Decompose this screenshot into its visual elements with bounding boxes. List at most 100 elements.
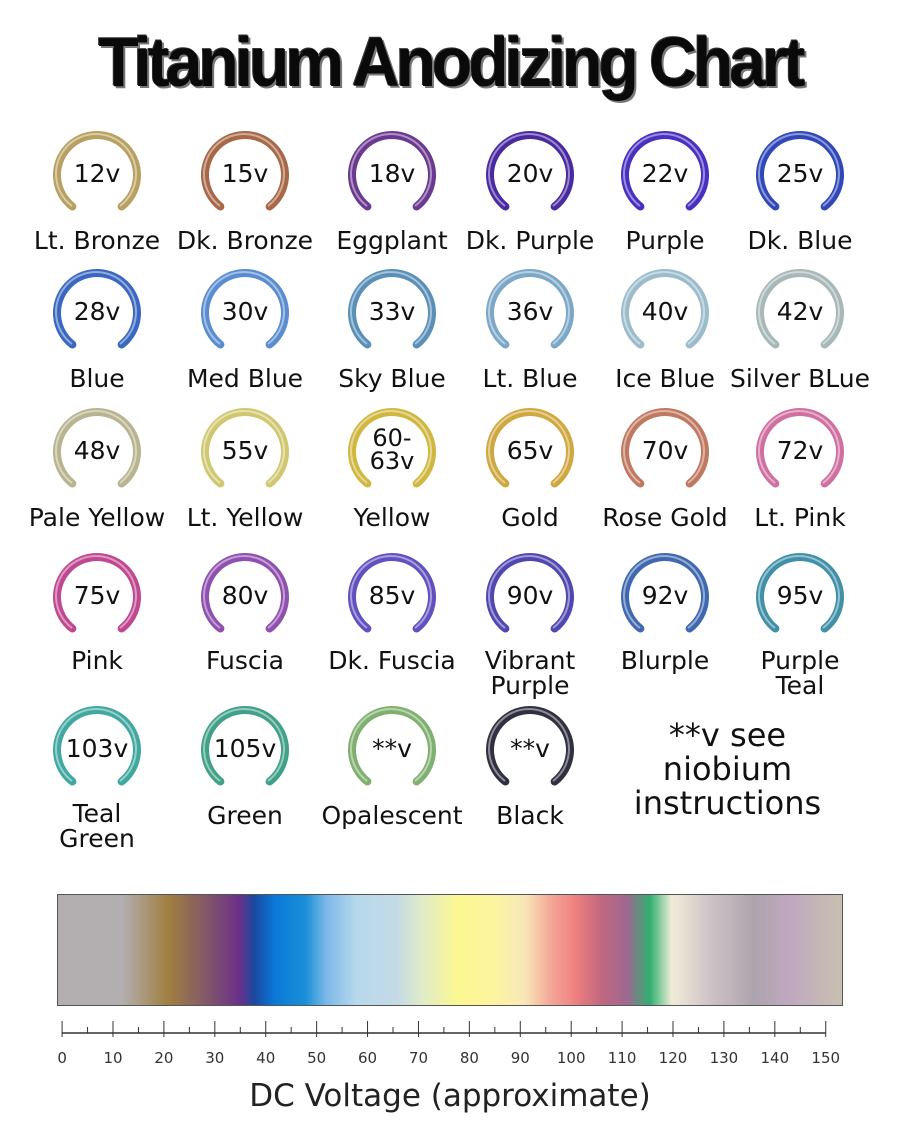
color-name: Sky Blue	[338, 364, 446, 393]
ring-icon	[621, 131, 709, 211]
color-name: Dk. Purple	[465, 226, 595, 255]
voltage-label: 20v	[506, 159, 554, 188]
color-name: Dk. Bronze	[176, 226, 314, 255]
ring-icon	[53, 553, 141, 633]
ring-icon	[348, 706, 436, 786]
ring-icon	[486, 706, 574, 786]
color-name: Purple	[625, 226, 705, 255]
voltage-label: 92v	[641, 581, 689, 610]
voltage-label: 103v	[65, 734, 129, 763]
tick-label: 70	[409, 1049, 428, 1067]
tick-label: 140	[760, 1049, 789, 1067]
color-name: Rose Gold	[602, 503, 728, 532]
voltage-label: 30v	[221, 297, 269, 326]
niobium-note: **v see niobium instructions	[633, 716, 822, 822]
color-name: Dk. Fuscia	[328, 646, 456, 675]
color-name: Silver BLue	[729, 364, 871, 393]
voltage-label: 18v	[368, 159, 416, 188]
color-name: Teal Green	[59, 799, 135, 853]
voltage-label: 65v	[506, 436, 554, 465]
ring-icon	[756, 131, 844, 211]
tick-label: 110	[608, 1049, 637, 1067]
tick-label: 60	[358, 1049, 377, 1067]
ring-icon	[348, 131, 436, 211]
color-name: Blue	[69, 364, 125, 393]
color-name: Black	[496, 801, 564, 830]
voltage-label: 42v	[776, 297, 824, 326]
voltage-label: 48v	[73, 436, 121, 465]
tick-label: 30	[205, 1049, 224, 1067]
voltage-label: 70v	[641, 436, 689, 465]
tick-label: 10	[103, 1049, 122, 1067]
voltage-label: 90v	[506, 581, 554, 610]
ring-icon	[756, 269, 844, 349]
voltage-label: 33v	[368, 297, 416, 326]
ring-icon	[201, 131, 289, 211]
color-name: Lt. Yellow	[186, 503, 304, 532]
tick-label: 40	[256, 1049, 275, 1067]
ring-icon	[756, 553, 844, 633]
ring-icon	[486, 553, 574, 633]
ring-icon	[53, 706, 141, 786]
color-name: Dk. Blue	[747, 226, 853, 255]
tick-label: 0	[57, 1049, 67, 1067]
color-name: Eggplant	[336, 226, 448, 255]
voltage-label: 12v	[73, 159, 121, 188]
voltage-label: 80v	[221, 581, 269, 610]
ring-icon	[486, 408, 574, 488]
voltage-label: 60- 63v	[369, 424, 415, 475]
ring-icon	[348, 269, 436, 349]
ring-icon	[53, 131, 141, 211]
tick-label: 50	[307, 1049, 326, 1067]
voltage-label: 28v	[73, 297, 121, 326]
color-name: Purple Teal	[760, 646, 840, 700]
ring-icon	[201, 269, 289, 349]
color-name: Gold	[501, 503, 559, 532]
tick-label: 100	[557, 1049, 586, 1067]
color-name: Opalescent	[321, 801, 463, 830]
color-name: Yellow	[353, 503, 431, 532]
ring-icon	[53, 408, 141, 488]
color-name: Ice Blue	[615, 364, 715, 393]
chart-title: Titanium Anodizing Chart	[98, 23, 805, 101]
voltage-label: **v	[510, 734, 550, 763]
voltage-label: 36v	[506, 297, 554, 326]
ring-icon	[486, 269, 574, 349]
ring-icon	[201, 553, 289, 633]
ring-icon	[348, 553, 436, 633]
voltage-axis: 0 10 20 30 40 50 60 70 80 90 100 110 120 130 140 150	[57, 1021, 840, 1067]
color-name: Lt. Bronze	[33, 226, 161, 255]
voltage-label: 22v	[641, 159, 689, 188]
tick-label: 20	[154, 1049, 173, 1067]
voltage-label: 105v	[213, 734, 277, 763]
voltage-label: 95v	[776, 581, 824, 610]
voltage-label: 72v	[776, 436, 824, 465]
color-name: Med Blue	[186, 364, 304, 393]
voltage-label: 85v	[368, 581, 416, 610]
tick-label: 80	[460, 1049, 479, 1067]
tick-label: 120	[659, 1049, 688, 1067]
voltage-label: 15v	[221, 159, 269, 188]
ring-icon	[201, 706, 289, 786]
ring-icon	[486, 131, 574, 211]
ring-icon	[348, 408, 436, 488]
tick-label: 130	[710, 1049, 739, 1067]
voltage-label: 25v	[776, 159, 824, 188]
voltage-label: 40v	[641, 297, 689, 326]
ring-icon	[621, 269, 709, 349]
voltage-label: **v	[372, 734, 412, 763]
color-name: Lt. Pink	[754, 503, 846, 532]
color-name: Vibrant Purple	[484, 646, 576, 700]
color-name: Lt. Blue	[482, 364, 578, 393]
ring-icon	[621, 408, 709, 488]
color-name: Fuscia	[206, 646, 284, 675]
axis-label: DC Voltage (approximate)	[249, 1078, 651, 1114]
tick-label: 150	[811, 1049, 840, 1067]
ring-icon	[621, 553, 709, 633]
color-spectrum-bar	[57, 894, 843, 1006]
tick-label: 90	[511, 1049, 530, 1067]
color-name: Pink	[71, 646, 123, 675]
color-name: Blurple	[620, 646, 710, 675]
color-name: Pale Yellow	[28, 503, 166, 532]
color-name: Green	[207, 801, 283, 830]
